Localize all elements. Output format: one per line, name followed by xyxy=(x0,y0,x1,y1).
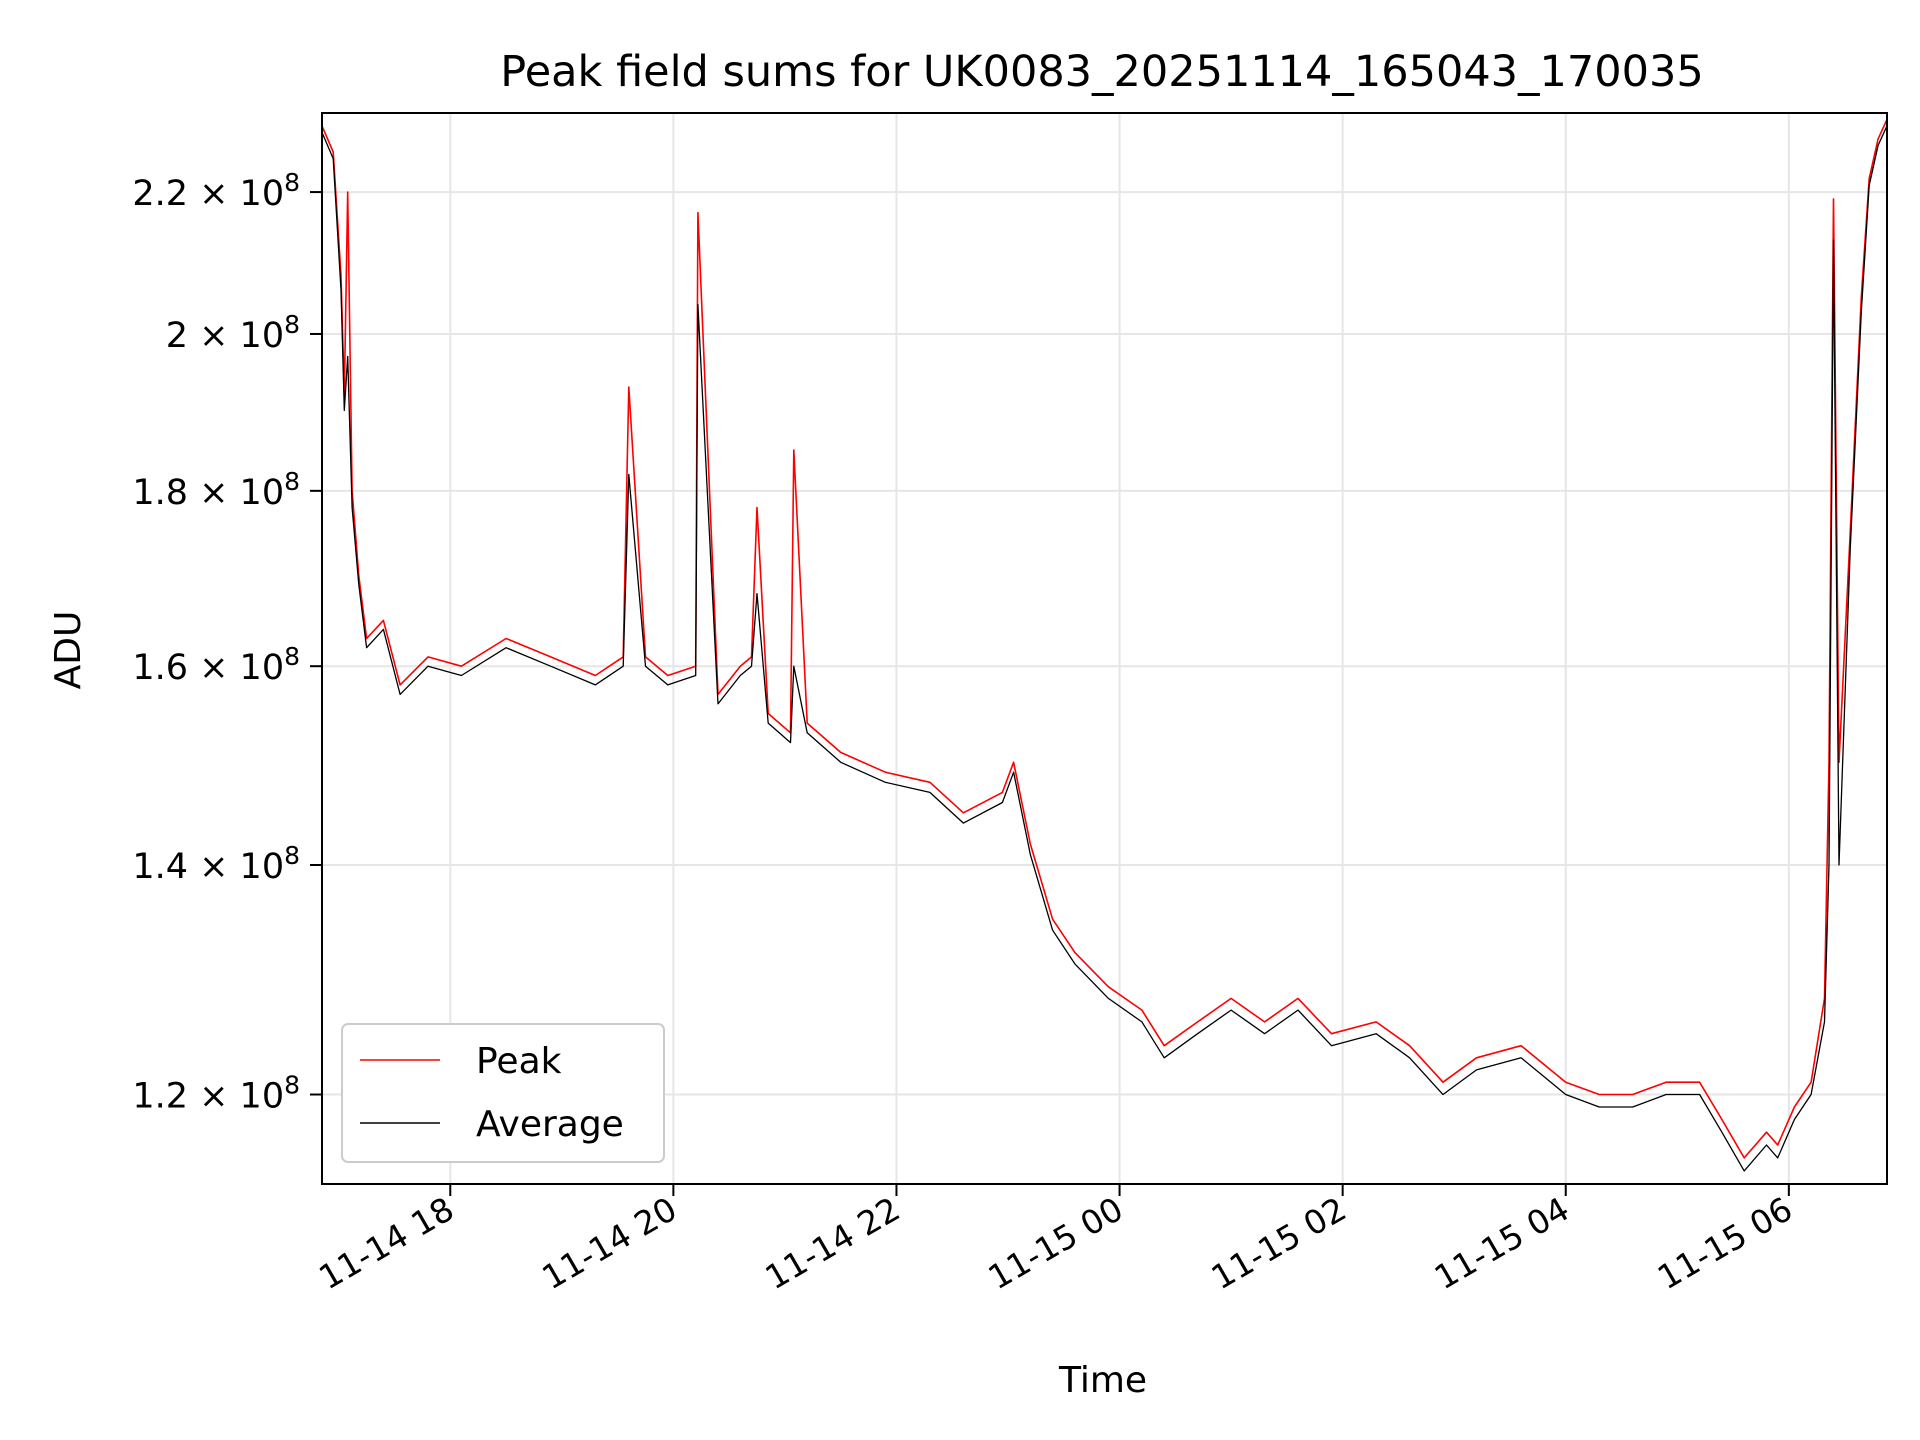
chart-title: Peak field sums for UK0083_20251114_1650… xyxy=(500,47,1703,97)
y-axis-ticks: 2.2 × 108 2 × 108 1.8 × 108 1.6 × 108 1.4 × … xyxy=(132,168,322,1117)
plot-frame xyxy=(321,112,1888,1185)
y-tick-label: 1.8 × 108 xyxy=(132,467,300,513)
legend-label-peak: Peak xyxy=(476,1041,562,1082)
legend: Peak Average xyxy=(341,1023,665,1163)
y-axis-label: ADU xyxy=(48,611,89,690)
series-line-average xyxy=(321,125,1888,1172)
legend-box xyxy=(341,1023,665,1163)
x-axis-label: Time xyxy=(1058,1360,1147,1401)
y-tick-label: 2 × 108 xyxy=(166,310,300,356)
series-line-peak xyxy=(321,119,1888,1159)
y-tick-label: 1.4 × 108 xyxy=(132,841,300,887)
legend-label-average: Average xyxy=(476,1104,624,1145)
y-tick-label: 2.2 × 108 xyxy=(132,168,300,214)
series-layer xyxy=(321,119,1888,1172)
plot-area xyxy=(321,112,1888,1185)
plot-background xyxy=(322,113,1887,1184)
y-tick-label: 1.2 × 108 xyxy=(132,1071,300,1117)
y-tick-label: 1.6 × 108 xyxy=(132,642,300,688)
